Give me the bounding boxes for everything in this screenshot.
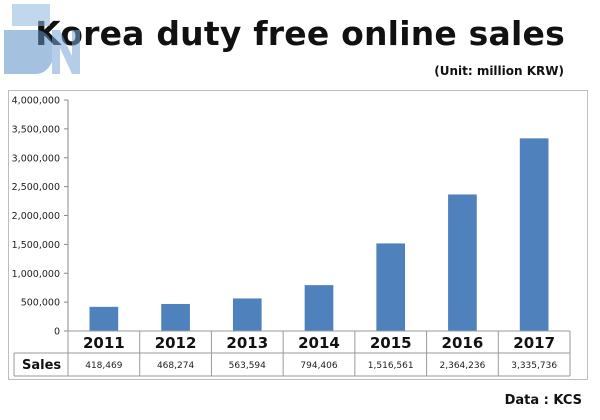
- x-tick-label: 2013: [226, 334, 268, 352]
- x-tick-label: 2011: [83, 334, 125, 352]
- data-label-2013: 563,594: [229, 361, 266, 371]
- bar-2014: [304, 285, 334, 331]
- data-source: Data : KCS: [504, 393, 582, 408]
- x-tick-label: 2017: [513, 334, 555, 352]
- y-tick-label: 1,000,000: [12, 269, 60, 280]
- bar-2013: [232, 298, 262, 331]
- dfn-watermark-logo: [4, 4, 80, 74]
- data-label-2014: 794,406: [300, 361, 337, 371]
- chart-frame: [8, 90, 588, 380]
- x-tick-label: 2015: [370, 334, 412, 352]
- data-label-2015: 1,516,561: [368, 361, 414, 371]
- y-tick-label: 3,500,000: [12, 124, 60, 135]
- data-label-2017: 3,335,736: [511, 361, 557, 371]
- y-tick-label: 0: [54, 327, 60, 338]
- bar-2015: [376, 243, 406, 331]
- y-tick-label: 1,500,000: [12, 240, 60, 251]
- bar-2011: [89, 306, 119, 331]
- chart-title: Korea duty free online sales: [35, 14, 565, 53]
- y-tick-label: 2,000,000: [12, 211, 60, 222]
- table-row-label: Sales: [22, 358, 61, 373]
- bar-2012: [161, 303, 190, 331]
- y-tick-label: 3,000,000: [12, 153, 60, 164]
- data-label-2011: 418,469: [85, 361, 122, 371]
- x-tick-label: 2012: [155, 334, 197, 352]
- y-tick-label: 500,000: [21, 298, 60, 309]
- bar-2016: [448, 194, 477, 331]
- unit-label: (Unit: million KRW): [434, 64, 564, 78]
- x-tick-label: 2014: [298, 334, 340, 352]
- y-tick-label: 4,000,000: [12, 96, 60, 107]
- bar-2017: [519, 138, 549, 331]
- data-label-2016: 2,364,236: [440, 361, 486, 371]
- data-label-2012: 468,274: [157, 361, 194, 371]
- y-tick-label: 2,500,000: [12, 182, 60, 193]
- x-tick-label: 2016: [442, 334, 484, 352]
